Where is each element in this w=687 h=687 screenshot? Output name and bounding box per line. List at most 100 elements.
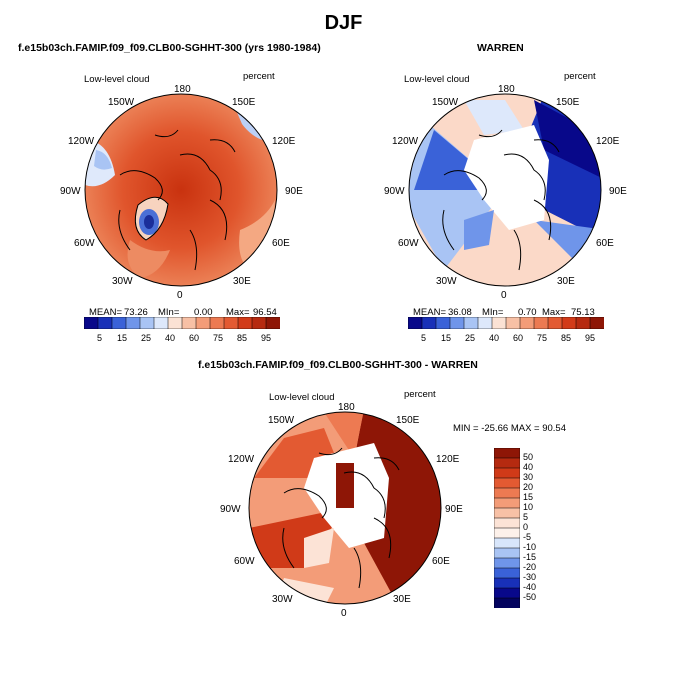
panel-2-greenland-field xyxy=(464,210,494,250)
colorbar-swatch xyxy=(408,317,423,329)
panel-1-colorbar-tick: 60 xyxy=(189,333,200,343)
panel-3-colorbar-tick: -20 xyxy=(523,562,537,572)
panel-3-colorbar-tick: 50 xyxy=(523,452,534,462)
colorbar-swatch xyxy=(494,577,520,589)
colorbar-swatch xyxy=(494,457,520,469)
panel-3-high-region xyxy=(249,508,345,568)
panel-3-high-region xyxy=(324,412,364,458)
panel-2-max-label: Max= xyxy=(542,307,566,318)
panel-2-variable-label: Low-level cloud xyxy=(404,74,470,85)
panel-3-lon-120e: 120E xyxy=(436,454,460,465)
panel-2-lon-90w: 90W xyxy=(384,186,405,197)
panel-1-max-value: 96.54 xyxy=(253,307,277,318)
colorbar-swatch xyxy=(494,467,520,479)
panel-1-min-value: 0.00 xyxy=(194,307,213,318)
panel-1-lon-60e: 60E xyxy=(272,238,290,249)
panel-3-lon-120w: 120W xyxy=(228,454,255,465)
panel-3-lon-90w: 90W xyxy=(220,504,241,515)
panel-3-colorbar-tick: 5 xyxy=(523,512,529,522)
panel-1-map-border xyxy=(84,93,278,287)
panel-2-lon-120w: 120W xyxy=(392,136,419,147)
panel-1-colorbar-swatches xyxy=(84,317,280,329)
panel-1-title: f.e15b03ch.FAMIP.f09_f09.CLB00-SGHHT-300… xyxy=(18,42,321,54)
colorbar-swatch xyxy=(97,317,113,329)
panel-2-colorbar-tick: 95 xyxy=(585,333,596,343)
panel-3-variable-label: Low-level cloud xyxy=(269,392,335,403)
colorbar-swatch xyxy=(477,317,493,329)
panel-3-lon-60e: 60E xyxy=(432,556,450,567)
panel-2-colorbar-tick: 40 xyxy=(489,333,500,343)
colorbar-swatch xyxy=(223,317,239,329)
panel-1-mean-value: 73.26 xyxy=(124,307,148,318)
panel-1-lon-30w: 30W xyxy=(112,276,133,287)
colorbar-swatch xyxy=(494,537,520,549)
panel-1-low-region xyxy=(94,150,112,170)
panel-1-field xyxy=(85,94,277,286)
panel-1-colorbar-tick: 25 xyxy=(141,333,152,343)
panel-3-colorbar-tick: 15 xyxy=(523,492,534,502)
panel-3-coastlines xyxy=(282,447,400,589)
panel-2-units-label: percent xyxy=(564,71,596,82)
colorbar-swatch xyxy=(494,487,520,499)
panel-2-coastlines xyxy=(442,129,560,271)
panel-3-polar-map xyxy=(248,411,442,605)
colorbar-swatch xyxy=(494,587,520,599)
colorbar-swatch xyxy=(494,477,520,489)
colorbar-swatch xyxy=(494,567,520,579)
colorbar-swatch xyxy=(533,317,549,329)
panel-1-lon-60w: 60W xyxy=(74,238,95,249)
panel-3-colorbar-tick: 20 xyxy=(523,482,534,492)
colorbar-swatch xyxy=(84,317,99,329)
panel-1-lon-120e: 120E xyxy=(272,136,296,147)
panel-1-colorbar-tick: 75 xyxy=(213,333,224,343)
colorbar-swatch xyxy=(494,448,520,459)
panel-1-colorbar-tick: 40 xyxy=(165,333,176,343)
panel-1-lon-90e: 90E xyxy=(285,186,303,197)
panel-3-colorbar-tick: -30 xyxy=(523,572,537,582)
panel-1-lon-90w: 90W xyxy=(60,186,81,197)
panel-2-polar-map xyxy=(408,93,602,287)
panel-3-high-region xyxy=(336,463,354,508)
colorbar-swatch xyxy=(589,317,604,329)
panel-2-lon-60e: 60E xyxy=(596,238,614,249)
colorbar-swatch xyxy=(265,317,280,329)
panel-3-units-label: percent xyxy=(404,389,436,400)
panel-3-colorbar-tick: 40 xyxy=(523,462,534,472)
panel-2-lon-0: 0 xyxy=(501,290,507,301)
panel-2-map-border xyxy=(408,93,602,287)
panel-1-coastlines xyxy=(134,196,169,241)
panel-1-lon-180: 180 xyxy=(174,84,191,95)
panel-3-colorbar xyxy=(494,448,520,608)
panel-2-lon-120e: 120E xyxy=(596,136,620,147)
colorbar-swatch xyxy=(139,317,155,329)
colorbar-swatch xyxy=(181,317,197,329)
panel-3-map-border xyxy=(248,411,442,605)
panel-3-colorbar-swatches xyxy=(494,448,520,608)
colorbar-swatch xyxy=(491,317,507,329)
panel-3-lon-90e: 90E xyxy=(445,504,463,515)
panel-3-lon-30w: 30W xyxy=(272,594,293,605)
panel-2-colorbar-tick: 5 xyxy=(421,333,427,343)
panel-2-missing-data xyxy=(464,125,549,230)
colorbar-swatch xyxy=(494,527,520,539)
panel-3-colorbar-tick: 10 xyxy=(523,502,534,512)
colorbar-swatch xyxy=(237,317,253,329)
colorbar-swatch xyxy=(195,317,211,329)
panel-1-colorbar-tick: 85 xyxy=(237,333,248,343)
panel-1-greenland-minimum xyxy=(144,215,154,229)
colorbar-swatch xyxy=(209,317,225,329)
panel-1-coastlines xyxy=(118,129,236,271)
panel-3-colorbar-tick: -40 xyxy=(523,582,537,592)
panel-2-lon-90e: 90E xyxy=(609,186,627,197)
colorbar-swatch xyxy=(463,317,479,329)
colorbar-swatch xyxy=(167,317,183,329)
panel-2-colorbar-tick: 75 xyxy=(537,333,548,343)
panel-3-colorbar-tick: -5 xyxy=(523,532,532,542)
panel-3-lon-30e: 30E xyxy=(393,594,411,605)
panel-3-colorbar-tick: 30 xyxy=(523,472,534,482)
panel-1-mean-label: MEAN= xyxy=(89,307,122,318)
panel-2-lon-30e: 30E xyxy=(557,276,575,287)
panel-1-colorbar xyxy=(84,317,280,329)
colorbar-swatch xyxy=(575,317,591,329)
panel-3-colorbar-tick: -10 xyxy=(523,542,537,552)
